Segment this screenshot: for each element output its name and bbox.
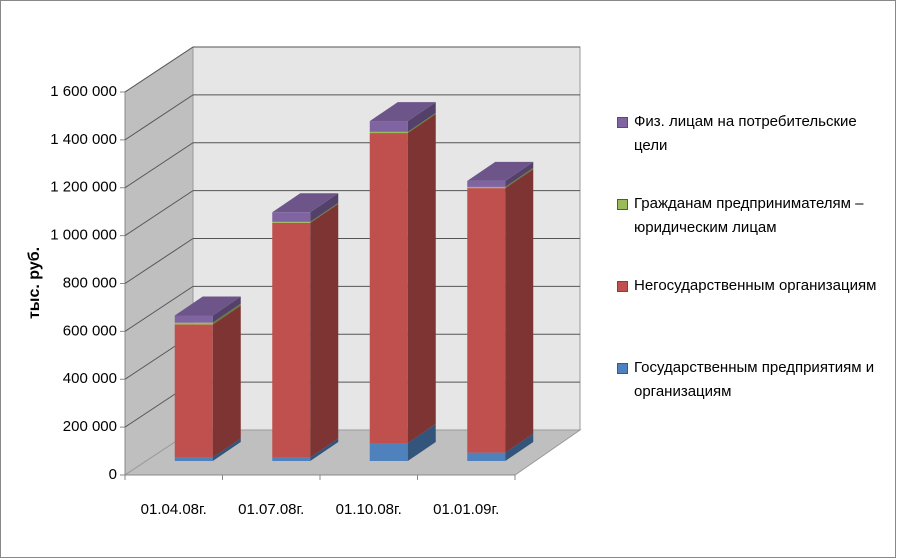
- bar-top: [369, 102, 436, 122]
- grid-line: [124, 46, 194, 93]
- bar-segment-side: [212, 305, 241, 458]
- bar-segment: [467, 180, 506, 187]
- bar-segment: [467, 188, 506, 453]
- bar-top: [174, 296, 241, 316]
- legend-entry: Негосударственным организациям: [617, 274, 892, 298]
- grid-line: [124, 238, 194, 284]
- bar-segment: [174, 457, 213, 461]
- bar-segment-side: [407, 114, 436, 444]
- bar-segment: [272, 457, 311, 461]
- bar-segment-side: [310, 202, 339, 223]
- grid-line: [124, 142, 194, 189]
- bar-top: [467, 161, 534, 181]
- x-tick-label: 01.10.08г.: [336, 501, 402, 518]
- y-tick-label: 1 400 000: [50, 131, 117, 148]
- bar-segment: [174, 315, 213, 323]
- bar-segment: [174, 324, 213, 458]
- y-tick-label: 600 000: [63, 322, 117, 339]
- legend-entry: Гражданам предпринимателям – юридическим…: [617, 192, 892, 240]
- bar-segment: [467, 186, 506, 189]
- legend-swatch: [617, 117, 628, 128]
- bar-segment: [467, 452, 506, 461]
- bar-segment-side: [505, 161, 534, 187]
- bar-top: [272, 193, 339, 213]
- grid-line: [124, 285, 194, 332]
- bar-segment: [369, 133, 408, 444]
- x-tick-label: 01.01.09г.: [433, 501, 499, 518]
- y-tick-label: 800 000: [63, 274, 117, 291]
- y-tick-label: 200 000: [63, 418, 117, 435]
- bar-segment: [272, 222, 311, 458]
- bar-segment-side: [505, 169, 534, 453]
- legend-entry: Физ. лицам на потребительские цели: [617, 110, 892, 158]
- bar-segment-side: [505, 433, 534, 461]
- bar-segment: [174, 322, 213, 325]
- bar-segment: [272, 212, 311, 222]
- legend-label: Государственным предприятиям и организац…: [634, 359, 875, 400]
- legend-label: Негосударственным организациям: [634, 277, 877, 294]
- bar-segment-side: [407, 112, 436, 134]
- bar-segment: [369, 121, 408, 132]
- bar-segment-side: [310, 193, 339, 222]
- y-tick-label: 1 000 000: [50, 227, 117, 244]
- bar-segment-side: [407, 102, 436, 132]
- x-tick-label: 01.04.08г.: [141, 501, 207, 518]
- bar-segment-side: [310, 203, 339, 458]
- grid-line: [124, 190, 194, 237]
- legend-swatch: [617, 199, 628, 210]
- bar-segment: [272, 221, 311, 223]
- bar-segment: [369, 443, 408, 461]
- bar-segment-side: [212, 296, 241, 323]
- y-tick-label: 1 200 000: [50, 179, 117, 196]
- bar-segment-side: [505, 167, 534, 189]
- y-tick-label: 1 600 000: [50, 83, 117, 100]
- legend-label: Гражданам предпринимателям – юридическим…: [634, 195, 864, 236]
- y-tick-label: 400 000: [63, 370, 117, 387]
- legend-entry: Государственным предприятиям и организац…: [617, 356, 892, 404]
- bar-segment-side: [212, 438, 241, 461]
- bar-segment: [369, 131, 408, 134]
- legend-swatch: [617, 281, 628, 292]
- bar-segment-side: [212, 303, 241, 325]
- legend-swatch: [617, 363, 628, 374]
- y-axis-title: тыс. руб.: [26, 247, 43, 319]
- x-tick-label: 01.07.08г.: [238, 501, 304, 518]
- y-tick-label: 0: [109, 466, 117, 483]
- bar-segment-side: [407, 424, 436, 461]
- legend-label: Физ. лицам на потребительские цели: [634, 113, 857, 154]
- grid-line: [124, 94, 194, 141]
- bar-segment-side: [310, 438, 339, 461]
